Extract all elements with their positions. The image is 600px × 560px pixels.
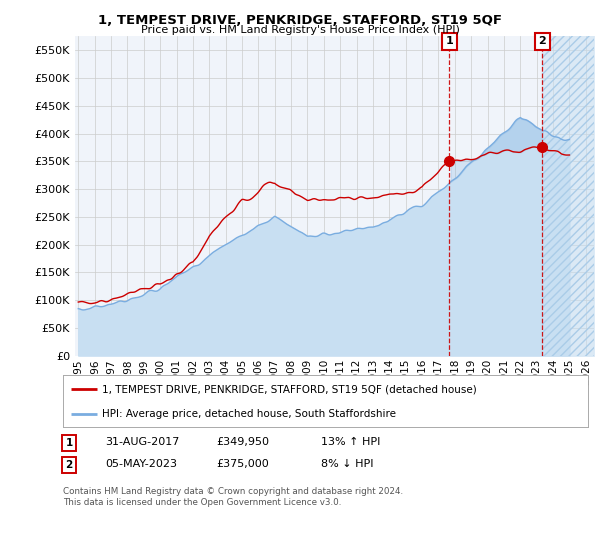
- Text: £375,000: £375,000: [216, 459, 269, 469]
- Text: 1, TEMPEST DRIVE, PENKRIDGE, STAFFORD, ST19 5QF (detached house): 1, TEMPEST DRIVE, PENKRIDGE, STAFFORD, S…: [103, 384, 477, 394]
- Text: This data is licensed under the Open Government Licence v3.0.: This data is licensed under the Open Gov…: [63, 498, 341, 507]
- Text: 31-AUG-2017: 31-AUG-2017: [105, 437, 179, 447]
- Text: £349,950: £349,950: [216, 437, 269, 447]
- Text: 13% ↑ HPI: 13% ↑ HPI: [321, 437, 380, 447]
- Text: 2: 2: [65, 460, 73, 470]
- Text: Contains HM Land Registry data © Crown copyright and database right 2024.: Contains HM Land Registry data © Crown c…: [63, 487, 403, 496]
- Text: 1: 1: [65, 438, 73, 448]
- Text: 8% ↓ HPI: 8% ↓ HPI: [321, 459, 373, 469]
- Text: HPI: Average price, detached house, South Staffordshire: HPI: Average price, detached house, Sout…: [103, 409, 397, 419]
- Bar: [542, 34, 594, 356]
- Text: 1, TEMPEST DRIVE, PENKRIDGE, STAFFORD, ST19 5QF: 1, TEMPEST DRIVE, PENKRIDGE, STAFFORD, S…: [98, 14, 502, 27]
- Text: 05-MAY-2023: 05-MAY-2023: [105, 459, 177, 469]
- Text: Price paid vs. HM Land Registry's House Price Index (HPI): Price paid vs. HM Land Registry's House …: [140, 25, 460, 35]
- Text: 1: 1: [446, 36, 453, 46]
- Text: 2: 2: [539, 36, 547, 46]
